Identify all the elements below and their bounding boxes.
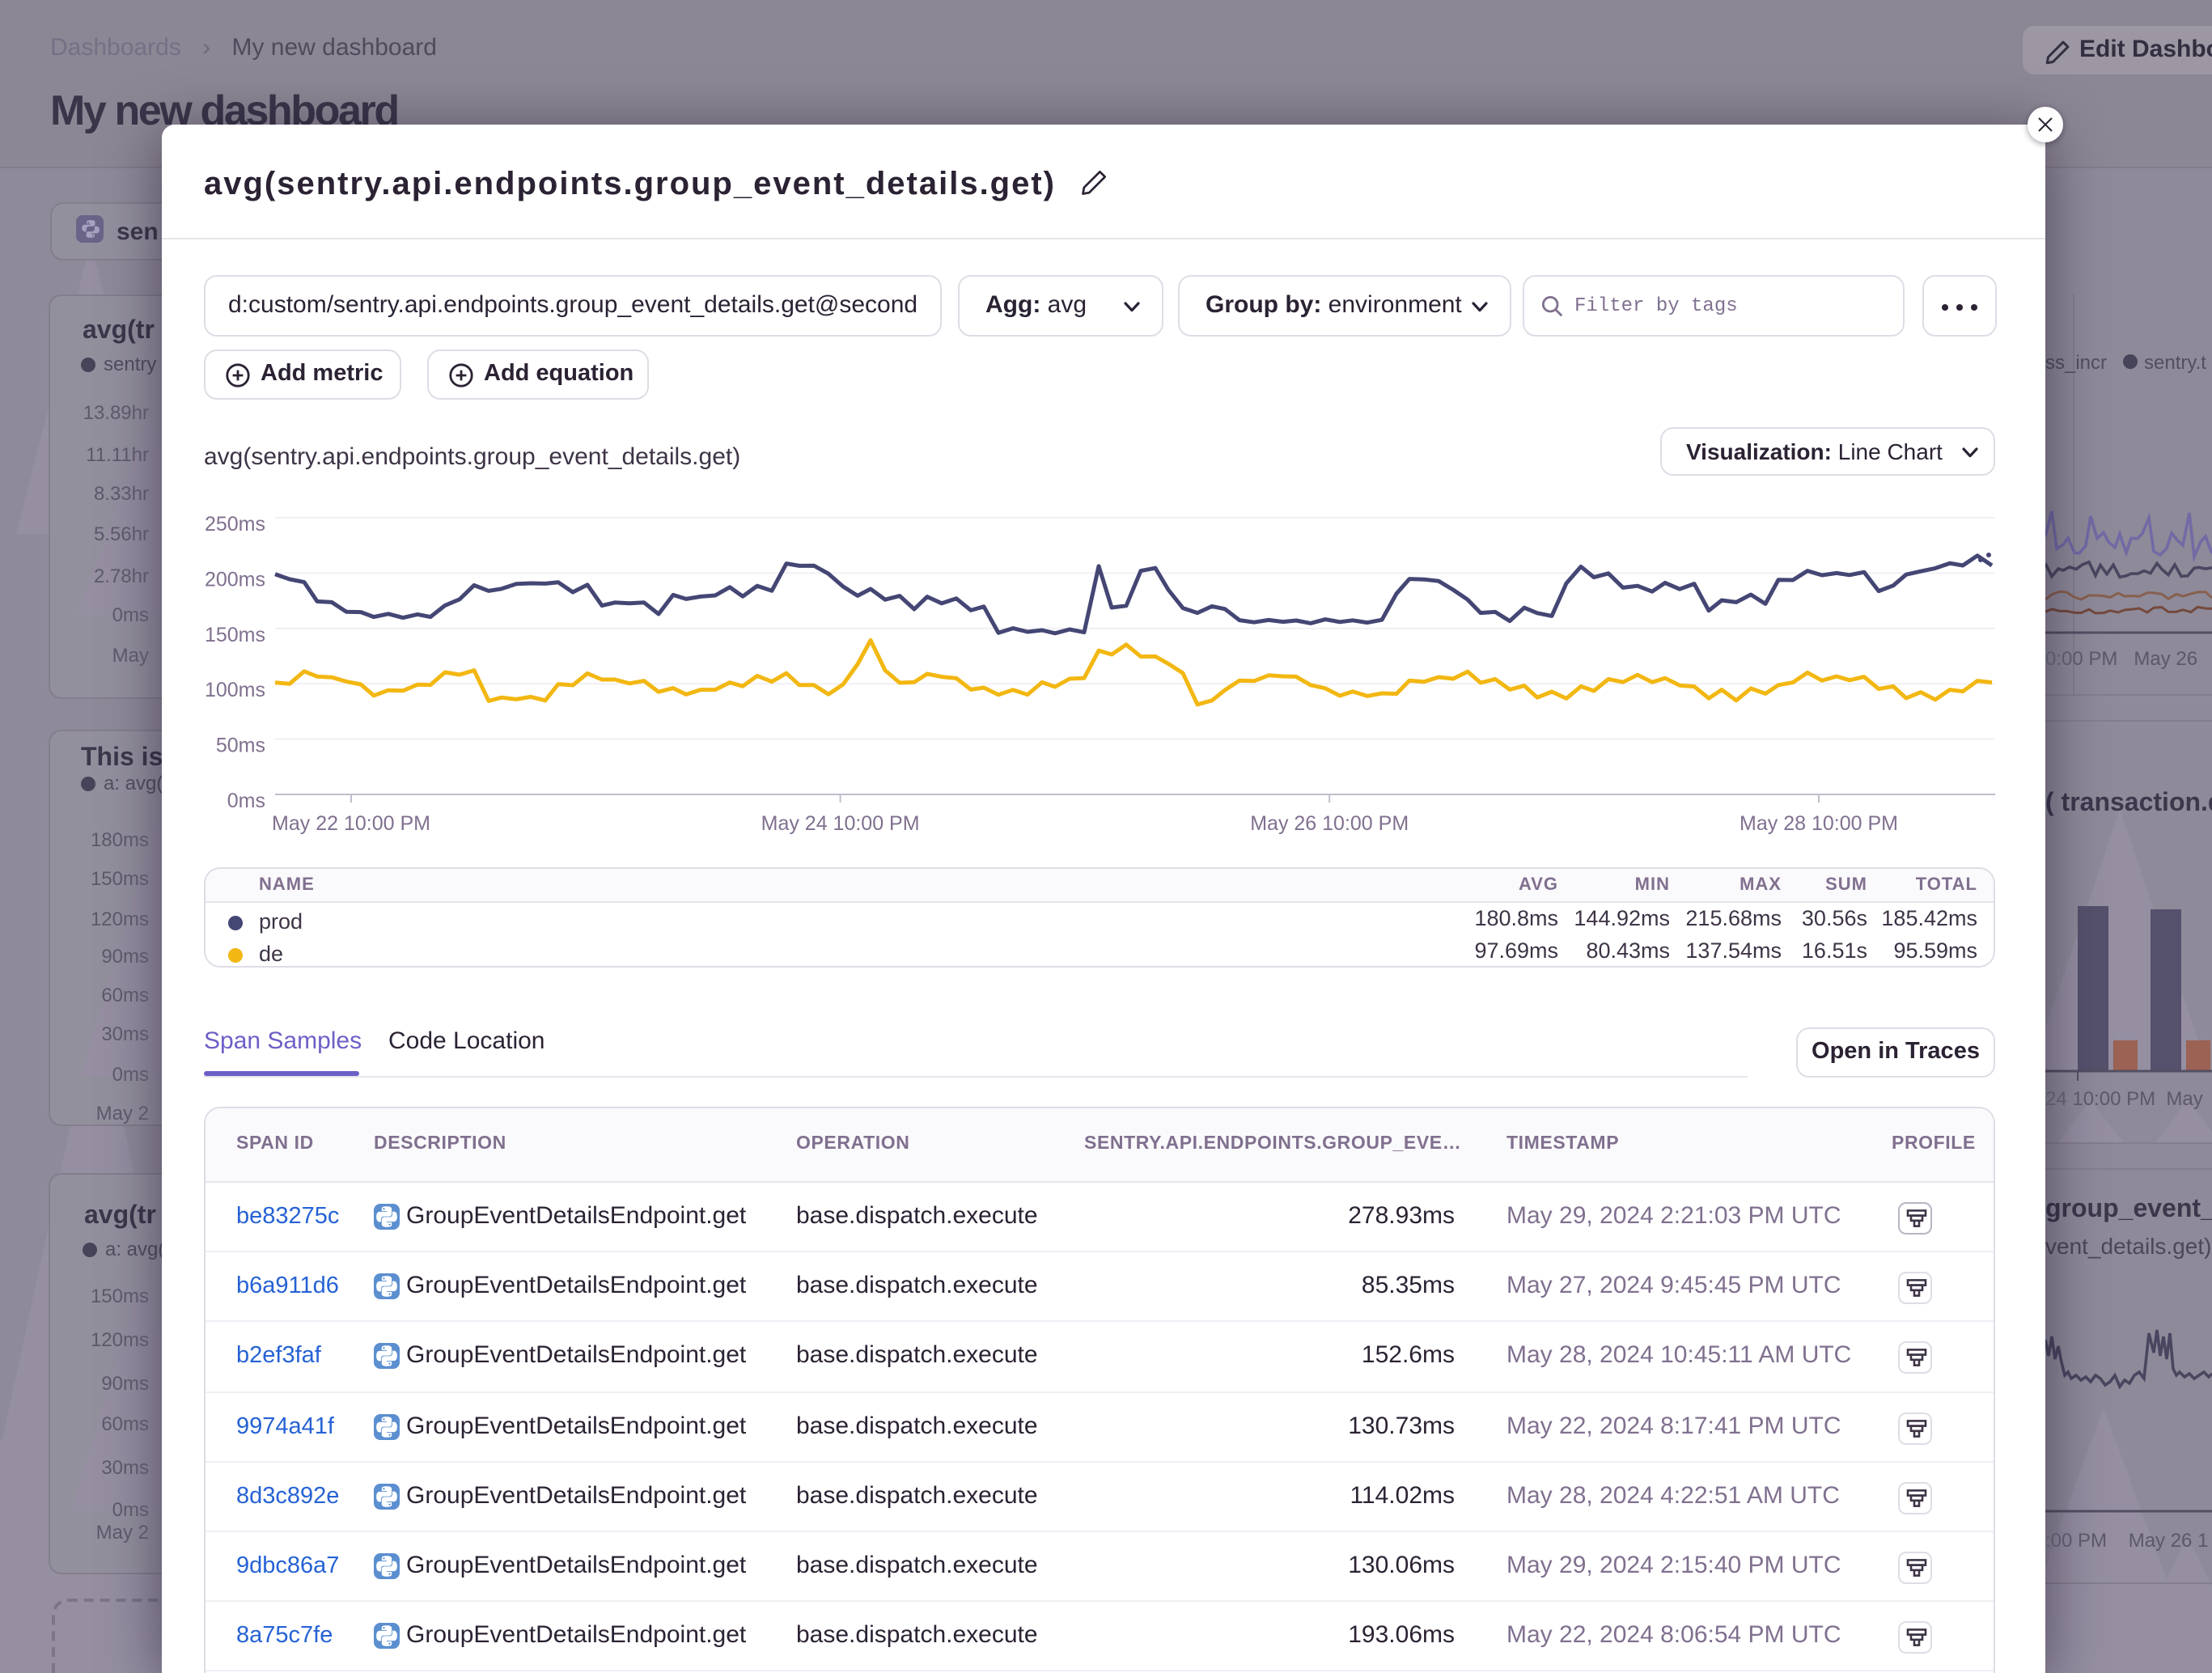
svg-text:May 28 10:00 PM: May 28 10:00 PM — [1740, 812, 1898, 835]
svg-text:50ms: 50ms — [216, 735, 265, 757]
svg-text:100ms: 100ms — [205, 679, 265, 701]
svg-text:0ms: 0ms — [227, 790, 265, 812]
svg-text:May 22 10:00 PM: May 22 10:00 PM — [272, 812, 430, 835]
svg-text:150ms: 150ms — [205, 624, 265, 646]
svg-text:200ms: 200ms — [205, 568, 265, 591]
svg-text:May 26 10:00 PM: May 26 10:00 PM — [1250, 812, 1409, 835]
svg-text:May 24 10:00 PM: May 24 10:00 PM — [761, 812, 920, 835]
svg-text:250ms: 250ms — [205, 513, 265, 536]
